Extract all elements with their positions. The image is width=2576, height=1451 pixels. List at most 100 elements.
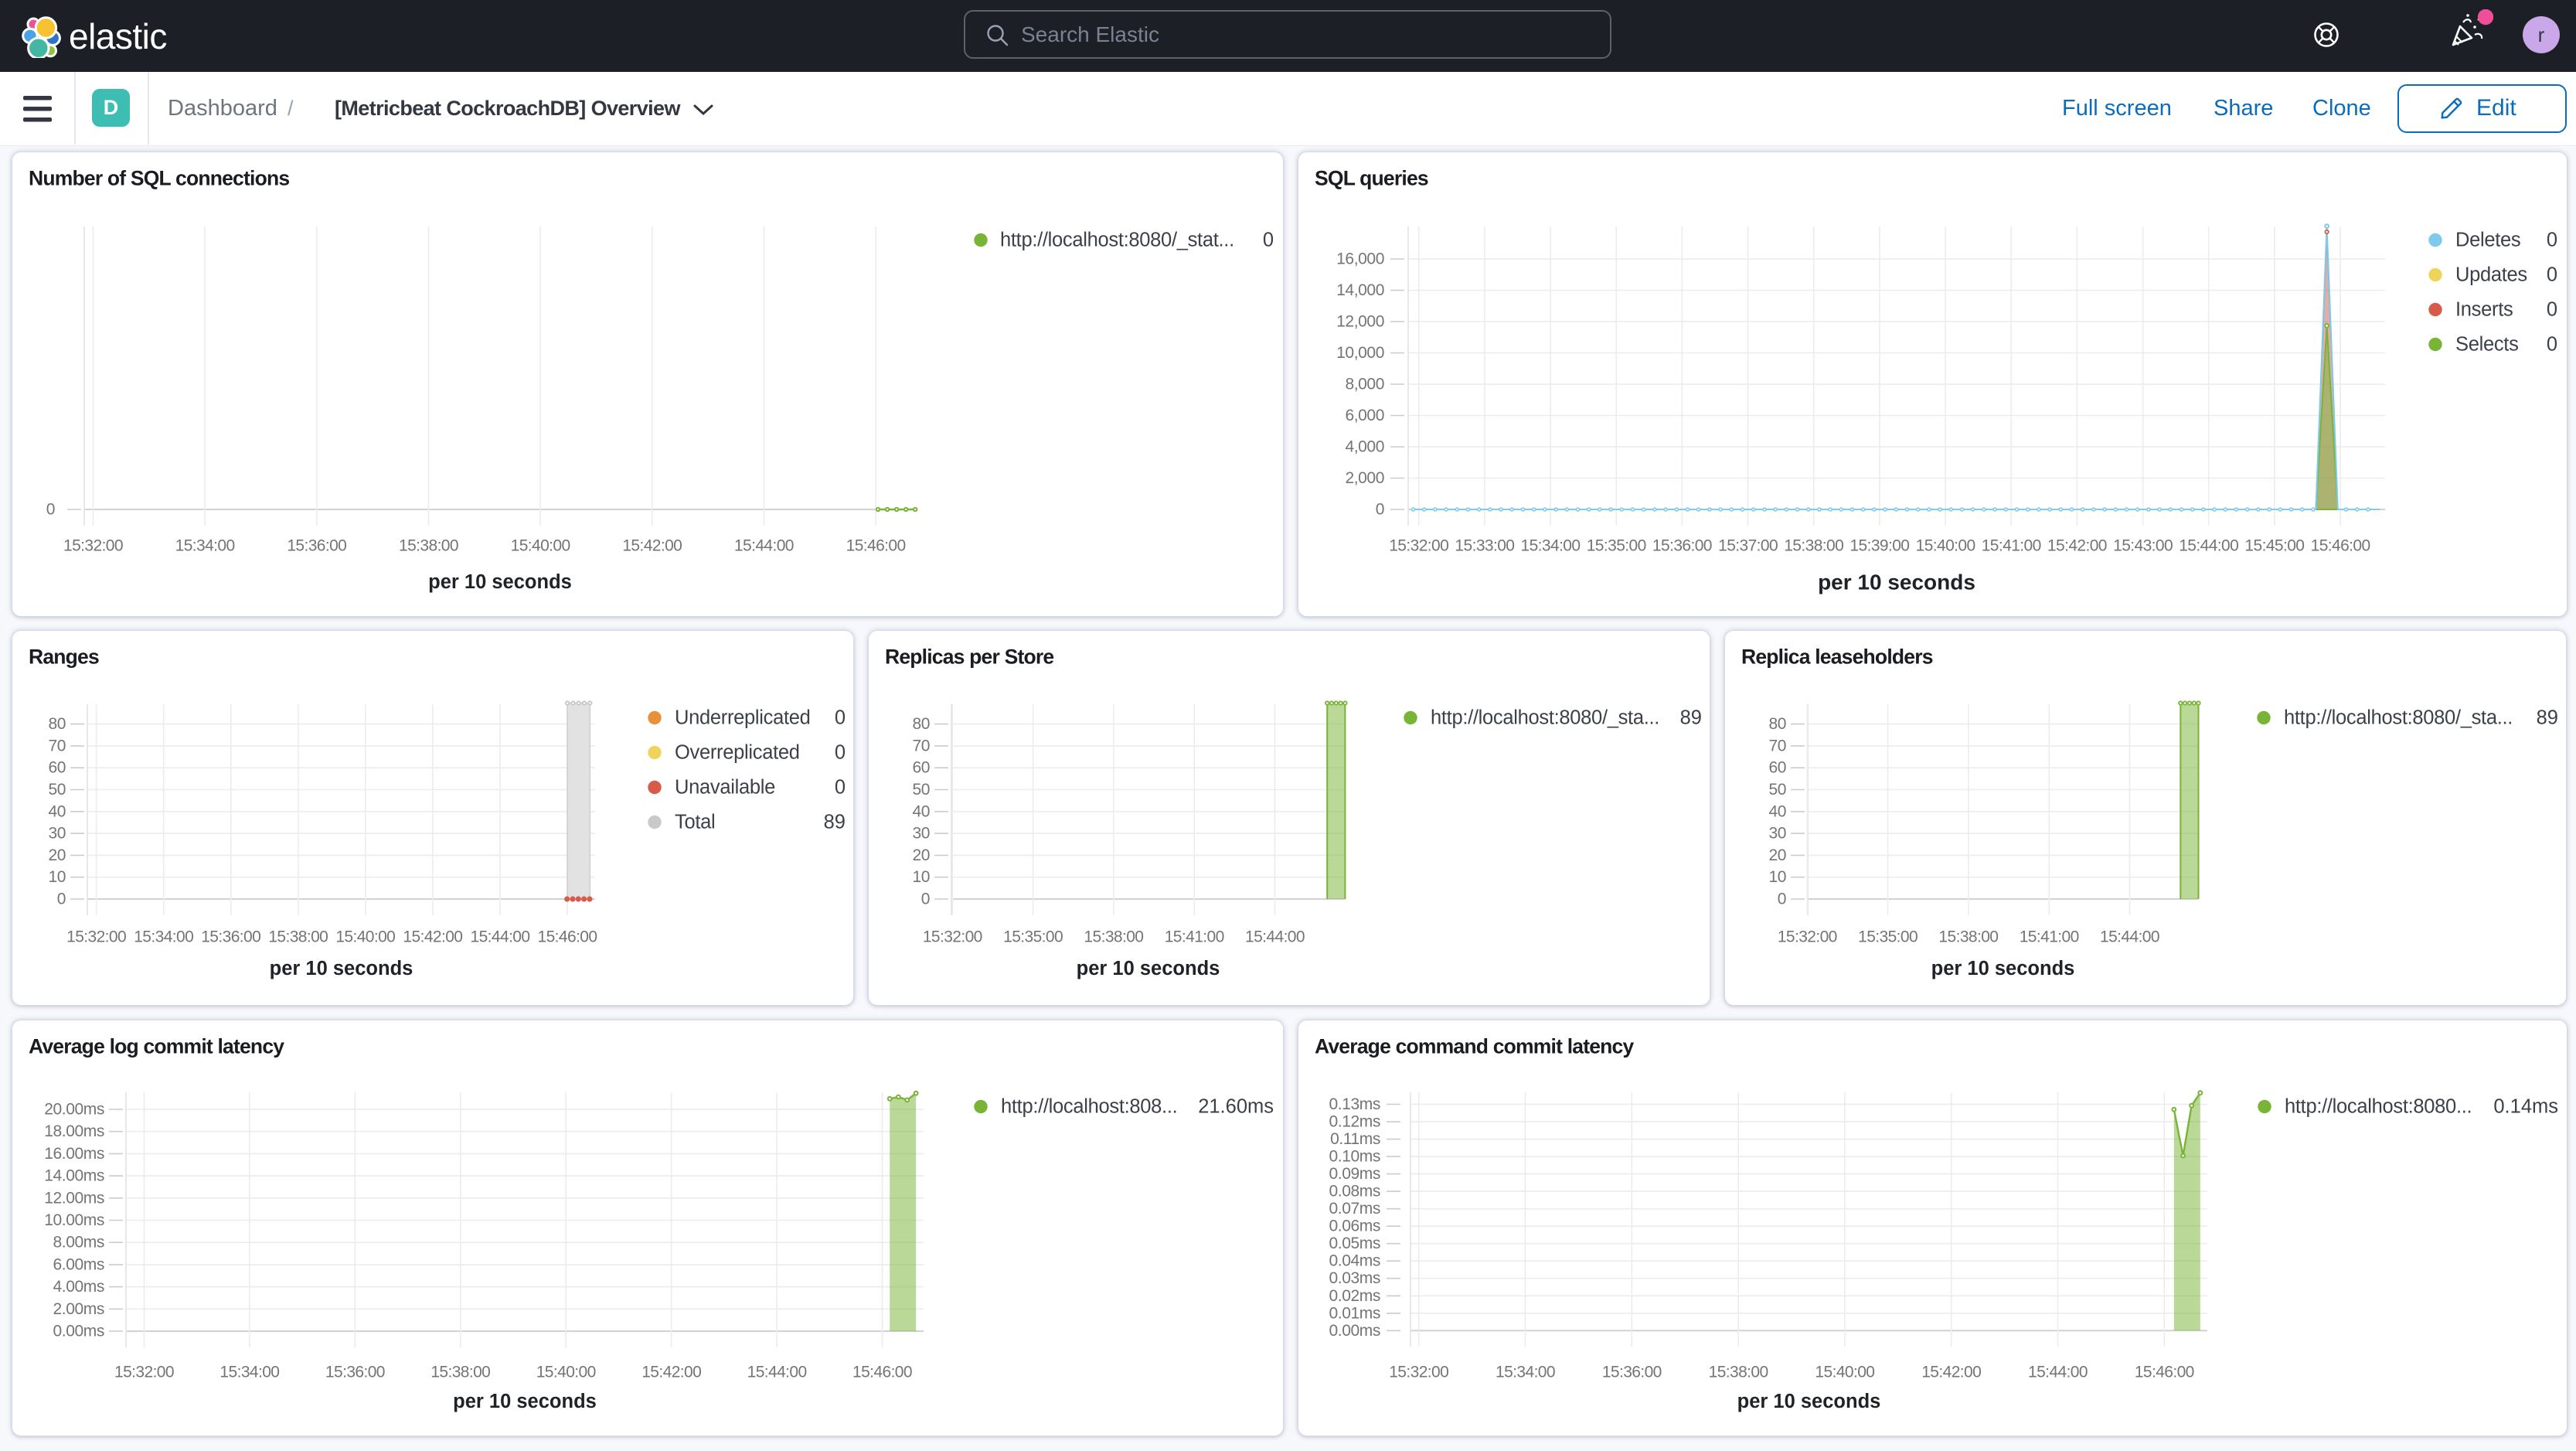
svg-text:60: 60 [912,759,930,777]
svg-text:15:40:00: 15:40:00 [335,928,395,946]
svg-text:15:32:00: 15:32:00 [1389,537,1448,555]
svg-text:20.00ms: 20.00ms [44,1101,104,1119]
svg-text:15:46:00: 15:46:00 [538,928,597,946]
svg-text:8.00ms: 8.00ms [53,1234,104,1252]
svg-text:Number of SQL connections: Number of SQL connections [29,167,289,190]
svg-text:15:32:00: 15:32:00 [1389,1364,1448,1381]
svg-text:Unavailable: Unavailable [675,777,775,799]
svg-text:15:34:00: 15:34:00 [134,928,193,946]
svg-text:15:34:00: 15:34:00 [1521,537,1581,555]
svg-text:15:44:00: 15:44:00 [2100,928,2159,946]
svg-text:0.07ms: 0.07ms [1329,1200,1380,1218]
svg-text:http://localhost:8080/_sta...: http://localhost:8080/_sta... [1431,707,1659,729]
svg-text:15:38:00: 15:38:00 [1709,1364,1768,1381]
svg-text:15:34:00: 15:34:00 [219,1364,279,1381]
svg-text:21.60ms: 21.60ms [1198,1096,1274,1118]
svg-text:15:44:00: 15:44:00 [1245,928,1305,946]
svg-text:15:41:00: 15:41:00 [2020,928,2079,946]
svg-text:15:41:00: 15:41:00 [1982,537,2041,555]
svg-text:15:32:00: 15:32:00 [114,1364,174,1381]
svg-text:15:44:00: 15:44:00 [2179,537,2238,555]
svg-text:Updates: Updates [2455,264,2527,286]
svg-text:15:38:00: 15:38:00 [268,928,328,946]
svg-text:2.00ms: 2.00ms [53,1300,104,1318]
svg-text:http://localhost:808...: http://localhost:808... [1001,1096,1177,1118]
svg-text:15:34:00: 15:34:00 [175,537,235,555]
svg-text:15:40:00: 15:40:00 [1916,537,1975,555]
svg-text:0.06ms: 0.06ms [1329,1218,1380,1235]
svg-text:15:42:00: 15:42:00 [2047,537,2107,555]
svg-text:15:36:00: 15:36:00 [325,1364,385,1381]
svg-text:15:44:00: 15:44:00 [734,537,794,555]
svg-text:80: 80 [912,715,930,733]
svg-text:15:46:00: 15:46:00 [852,1364,912,1381]
svg-text:0: 0 [835,777,846,799]
svg-text:40: 40 [48,802,66,820]
svg-text:60: 60 [48,759,66,777]
svg-text:60: 60 [1768,759,1786,777]
svg-text:15:42:00: 15:42:00 [403,928,462,946]
svg-text:15:41:00: 15:41:00 [1165,928,1224,946]
svg-text:Average log commit latency: Average log commit latency [29,1035,284,1058]
svg-text:15:40:00: 15:40:00 [536,1364,596,1381]
svg-text:15:46:00: 15:46:00 [846,537,906,555]
svg-text:15:38:00: 15:38:00 [399,537,458,555]
svg-text:0.01ms: 0.01ms [1329,1304,1380,1322]
svg-text:Average command commit latency: Average command commit latency [1315,1035,1634,1058]
svg-text:16,000: 16,000 [1336,250,1384,268]
svg-text:0: 0 [921,891,930,908]
svg-text:10: 10 [1768,868,1786,886]
svg-text:15:36:00: 15:36:00 [287,537,346,555]
svg-text:15:42:00: 15:42:00 [641,1364,701,1381]
svg-text:30: 30 [912,825,930,843]
svg-text:0: 0 [835,742,846,764]
svg-text:0: 0 [1263,230,1274,251]
svg-text:per 10 seconds: per 10 seconds [1077,958,1220,979]
svg-text:per 10 seconds: per 10 seconds [270,958,413,979]
svg-text:40: 40 [1768,802,1786,820]
svg-text:2,000: 2,000 [1345,469,1384,487]
svg-text:15:44:00: 15:44:00 [747,1364,807,1381]
svg-text:0: 0 [1376,501,1384,519]
svg-text:14.00ms: 14.00ms [44,1167,104,1185]
svg-text:15:44:00: 15:44:00 [2028,1364,2088,1381]
svg-text:Ranges: Ranges [29,645,99,669]
svg-text:per 10 seconds: per 10 seconds [1737,1391,1881,1412]
svg-text:15:36:00: 15:36:00 [1652,537,1712,555]
svg-text:80: 80 [1768,715,1786,733]
svg-text:0.08ms: 0.08ms [1329,1183,1380,1201]
svg-text:15:35:00: 15:35:00 [1587,537,1646,555]
svg-text:0: 0 [46,501,55,519]
svg-text:0: 0 [57,891,66,908]
svg-text:0.11ms: 0.11ms [1330,1130,1380,1148]
svg-text:15:40:00: 15:40:00 [1815,1364,1874,1381]
svg-text:50: 50 [1768,781,1786,799]
svg-text:15:32:00: 15:32:00 [923,928,982,946]
svg-text:15:34:00: 15:34:00 [1496,1364,1555,1381]
svg-text:Replicas per Store: Replicas per Store [885,645,1053,669]
svg-text:50: 50 [912,781,930,799]
svg-text:0: 0 [2547,334,2557,356]
svg-text:0.03ms: 0.03ms [1329,1269,1380,1287]
svg-text:0: 0 [835,707,846,729]
svg-text:SQL queries: SQL queries [1315,167,1428,190]
svg-text:14,000: 14,000 [1336,281,1384,299]
svg-text:0.09ms: 0.09ms [1329,1165,1380,1183]
svg-text:0.14ms: 0.14ms [2493,1096,2558,1118]
svg-text:15:32:00: 15:32:00 [66,928,126,946]
svg-text:0.02ms: 0.02ms [1329,1287,1380,1305]
svg-text:0: 0 [2547,299,2557,321]
svg-text:40: 40 [912,802,930,820]
svg-text:12,000: 12,000 [1336,313,1384,331]
svg-text:30: 30 [1768,825,1786,843]
svg-text:15:38:00: 15:38:00 [1784,537,1843,555]
svg-text:20: 20 [48,846,66,864]
svg-text:0.10ms: 0.10ms [1329,1148,1380,1166]
svg-text:8,000: 8,000 [1345,376,1384,393]
svg-text:80: 80 [48,715,66,733]
svg-text:6,000: 6,000 [1345,407,1384,424]
svg-text:89: 89 [1680,707,1702,729]
svg-text:Underreplicated: Underreplicated [675,707,811,729]
svg-text:15:35:00: 15:35:00 [1003,928,1063,946]
svg-text:15:32:00: 15:32:00 [63,537,123,555]
